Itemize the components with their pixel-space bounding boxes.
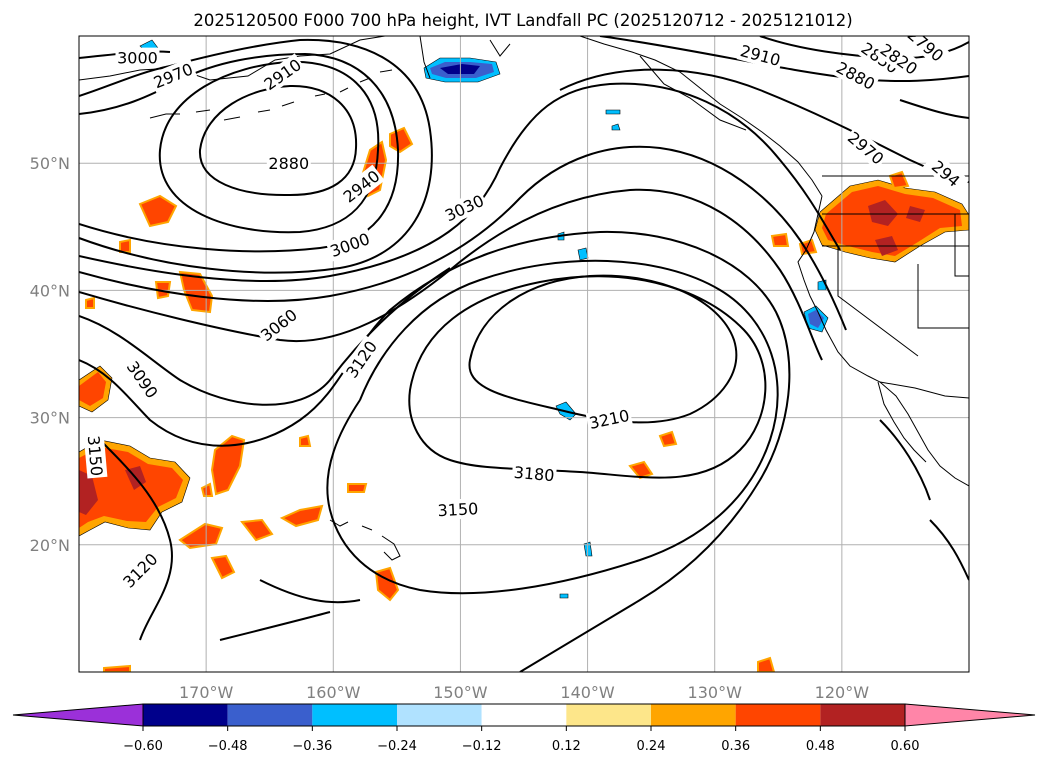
colorbar-tick-label: 0.12: [552, 739, 581, 754]
contour-label: 3000: [117, 49, 158, 68]
contour-label-bg: [842, 126, 890, 170]
contour-label-bg: [337, 164, 385, 208]
contour-label-bg: [121, 355, 164, 404]
contour-3210: [468, 274, 738, 424]
colorbar-box: [312, 704, 397, 726]
longitude-labels: 170°W 160°W 150°W 140°W 130°W 120°W: [179, 683, 869, 702]
west-coast: [797, 195, 969, 487]
colorbar-extend-low: [12, 703, 144, 727]
contour-northeast-d: [899, 99, 969, 119]
colorbar-tick-label: −0.12: [462, 739, 502, 754]
contour-3120-south: [219, 579, 361, 641]
colorbar-tick-labels: −0.60 −0.48 −0.36 −0.24 −0.12 0.12 0.24 0.36 0.4…: [123, 726, 919, 754]
lon-tick-label: 150°W: [433, 683, 488, 702]
contour-label-bg: [736, 39, 785, 71]
contour-label: 2880: [268, 154, 309, 173]
colorbar-frame: [142, 703, 906, 727]
colorbar-tick-label: 0.60: [891, 739, 920, 754]
map-frame: [78, 35, 970, 673]
contour-label-bg: [325, 227, 374, 262]
aleutian-islands: [149, 69, 393, 121]
contour-label-bg: [902, 36, 950, 67]
contour-label-bg: [511, 461, 557, 486]
contour-label-bg: [875, 38, 923, 80]
colorbar-tick-label: −0.24: [377, 739, 417, 754]
lon-tick-label: 130°W: [688, 683, 743, 702]
contour-2880-low: [198, 84, 358, 197]
colorbar-tick-label: −0.36: [292, 739, 332, 754]
contour-northeast-b: [599, 36, 969, 83]
contour-2910-low: [158, 60, 380, 234]
contour-label-bg: [115, 47, 160, 68]
lat-tick-label: 50°N: [30, 154, 70, 173]
colorbar-box: [481, 704, 567, 726]
contour-label-bg: [440, 189, 489, 227]
colorbar-box: [566, 704, 651, 726]
gridlines: [79, 36, 969, 672]
colorbar-tick-label: 0.36: [721, 739, 750, 754]
colorbar-box: [651, 704, 736, 726]
contour-label: 3180: [513, 463, 555, 485]
contour-label-bg: [435, 498, 481, 521]
baja-coast: [877, 381, 927, 463]
colorbar-tick-label: −0.48: [208, 739, 248, 754]
contour-label-bg: [585, 404, 633, 434]
contour-3150: [99, 259, 779, 641]
contour-southeast: [879, 419, 969, 581]
lat-tick-label: 30°N: [30, 409, 70, 428]
contour-label-bg: [255, 303, 303, 347]
gulf-of-alaska-coast: [579, 36, 823, 197]
contour-label-bg: [266, 153, 311, 174]
colorbar-tick-label: 0.24: [637, 739, 666, 754]
contour-label-bg: [83, 432, 108, 479]
lat-tick-label: 20°N: [30, 536, 70, 555]
contour-3180: [408, 275, 767, 479]
lon-tick-label: 170°W: [179, 683, 234, 702]
colorbar-box: [143, 704, 228, 726]
contour-3120: [79, 230, 791, 672]
colorbar-box: [397, 704, 482, 726]
lat-tick-label: 40°N: [30, 281, 70, 300]
colorbar-box: [735, 704, 821, 726]
contour-3060: [79, 188, 823, 361]
lon-tick-label: 120°W: [815, 683, 870, 702]
contour-3090: [79, 267, 451, 406]
contour-label: 3150: [437, 499, 479, 520]
lon-tick-label: 160°W: [306, 683, 361, 702]
colorbar-box: [820, 704, 905, 726]
colorbar-tick-label: 0.48: [806, 739, 835, 754]
contour-label: 3150: [84, 435, 106, 477]
map-background: [79, 36, 969, 672]
contour-label-bg: [922, 151, 969, 196]
state-borders: [822, 213, 969, 357]
mexico-border: [879, 381, 969, 399]
colorbar-tick-label: −0.60: [123, 739, 163, 754]
lon-tick-label: 140°W: [560, 683, 615, 702]
contour-label-bg: [340, 335, 383, 383]
contour-label-bg: [831, 56, 880, 95]
colorbar-box: [227, 704, 313, 726]
colorbar-boxes: [12, 703, 1036, 727]
map-title: 2025120500 F000 700 hPa height, IVT Land…: [193, 11, 852, 30]
colorbar: −0.60 −0.48 −0.36 −0.24 −0.12 0.12 0.24 0.36 0.4…: [12, 703, 1036, 754]
contour-label-bg: [258, 53, 307, 95]
contour-label-bg: [148, 57, 198, 93]
latitude-labels: 20°N 30°N 40°N 50°N: [30, 154, 70, 555]
colorbar-extend-high: [904, 703, 1036, 727]
contour-3030: [79, 145, 847, 331]
inlet-lines: [419, 36, 747, 131]
contour-label-bg: [117, 547, 163, 593]
alaska-coast: [79, 36, 386, 81]
